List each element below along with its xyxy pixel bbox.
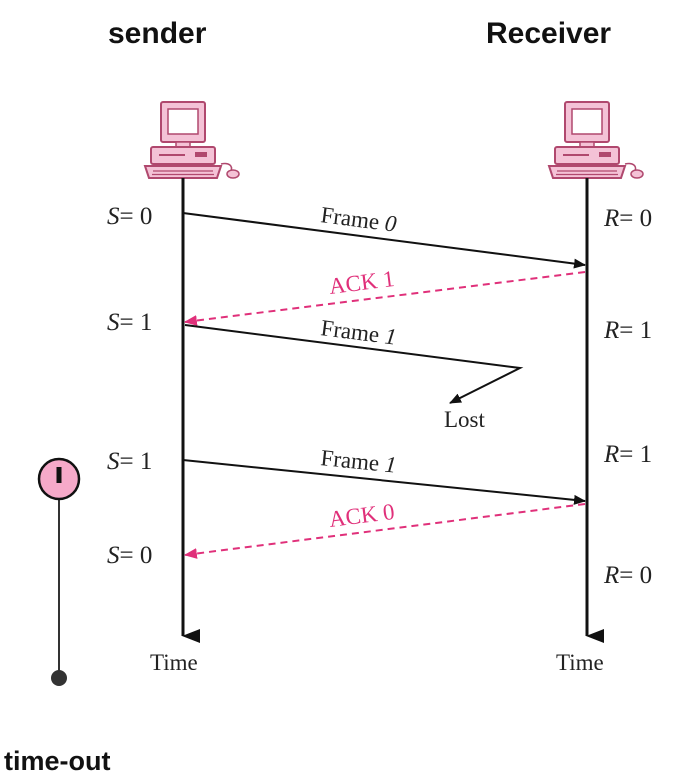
sender-state-4: S= 0 (107, 542, 152, 569)
frame-0-arrow (182, 212, 586, 269)
ack-1-label: ACK 1 (328, 266, 396, 299)
receiver-time-label: Time (556, 650, 604, 675)
receiver-state-4: R= 0 (603, 562, 652, 589)
frame-1-lost-label: Frame 1 (319, 315, 398, 349)
receiver-computer-icon (548, 101, 644, 179)
frame-1-lost-arrow (184, 324, 524, 404)
receiver-state-1: R= 0 (603, 205, 652, 232)
timer-icon (37, 457, 81, 686)
frame-1-resend-label: Frame 1 (319, 445, 397, 478)
receiver-state-2: R= 1 (603, 317, 652, 344)
timeout-label: time-out (4, 746, 110, 776)
receiver-title: Receiver (486, 17, 611, 50)
sender-time-label: Time (150, 650, 198, 675)
ack-0-arrow (183, 503, 586, 559)
receiver-state-3: R= 1 (603, 441, 652, 468)
sender-state-3: S= 1 (107, 448, 152, 475)
lost-label: Lost (444, 407, 486, 432)
sender-state-2: S= 1 (107, 309, 152, 336)
frame-1-resend-arrow (182, 459, 586, 505)
sender-state-1: S= 0 (107, 203, 152, 230)
sender-computer-icon (144, 101, 240, 179)
sender-title: sender (108, 17, 207, 50)
ack-0-label: ACK 0 (327, 499, 395, 532)
